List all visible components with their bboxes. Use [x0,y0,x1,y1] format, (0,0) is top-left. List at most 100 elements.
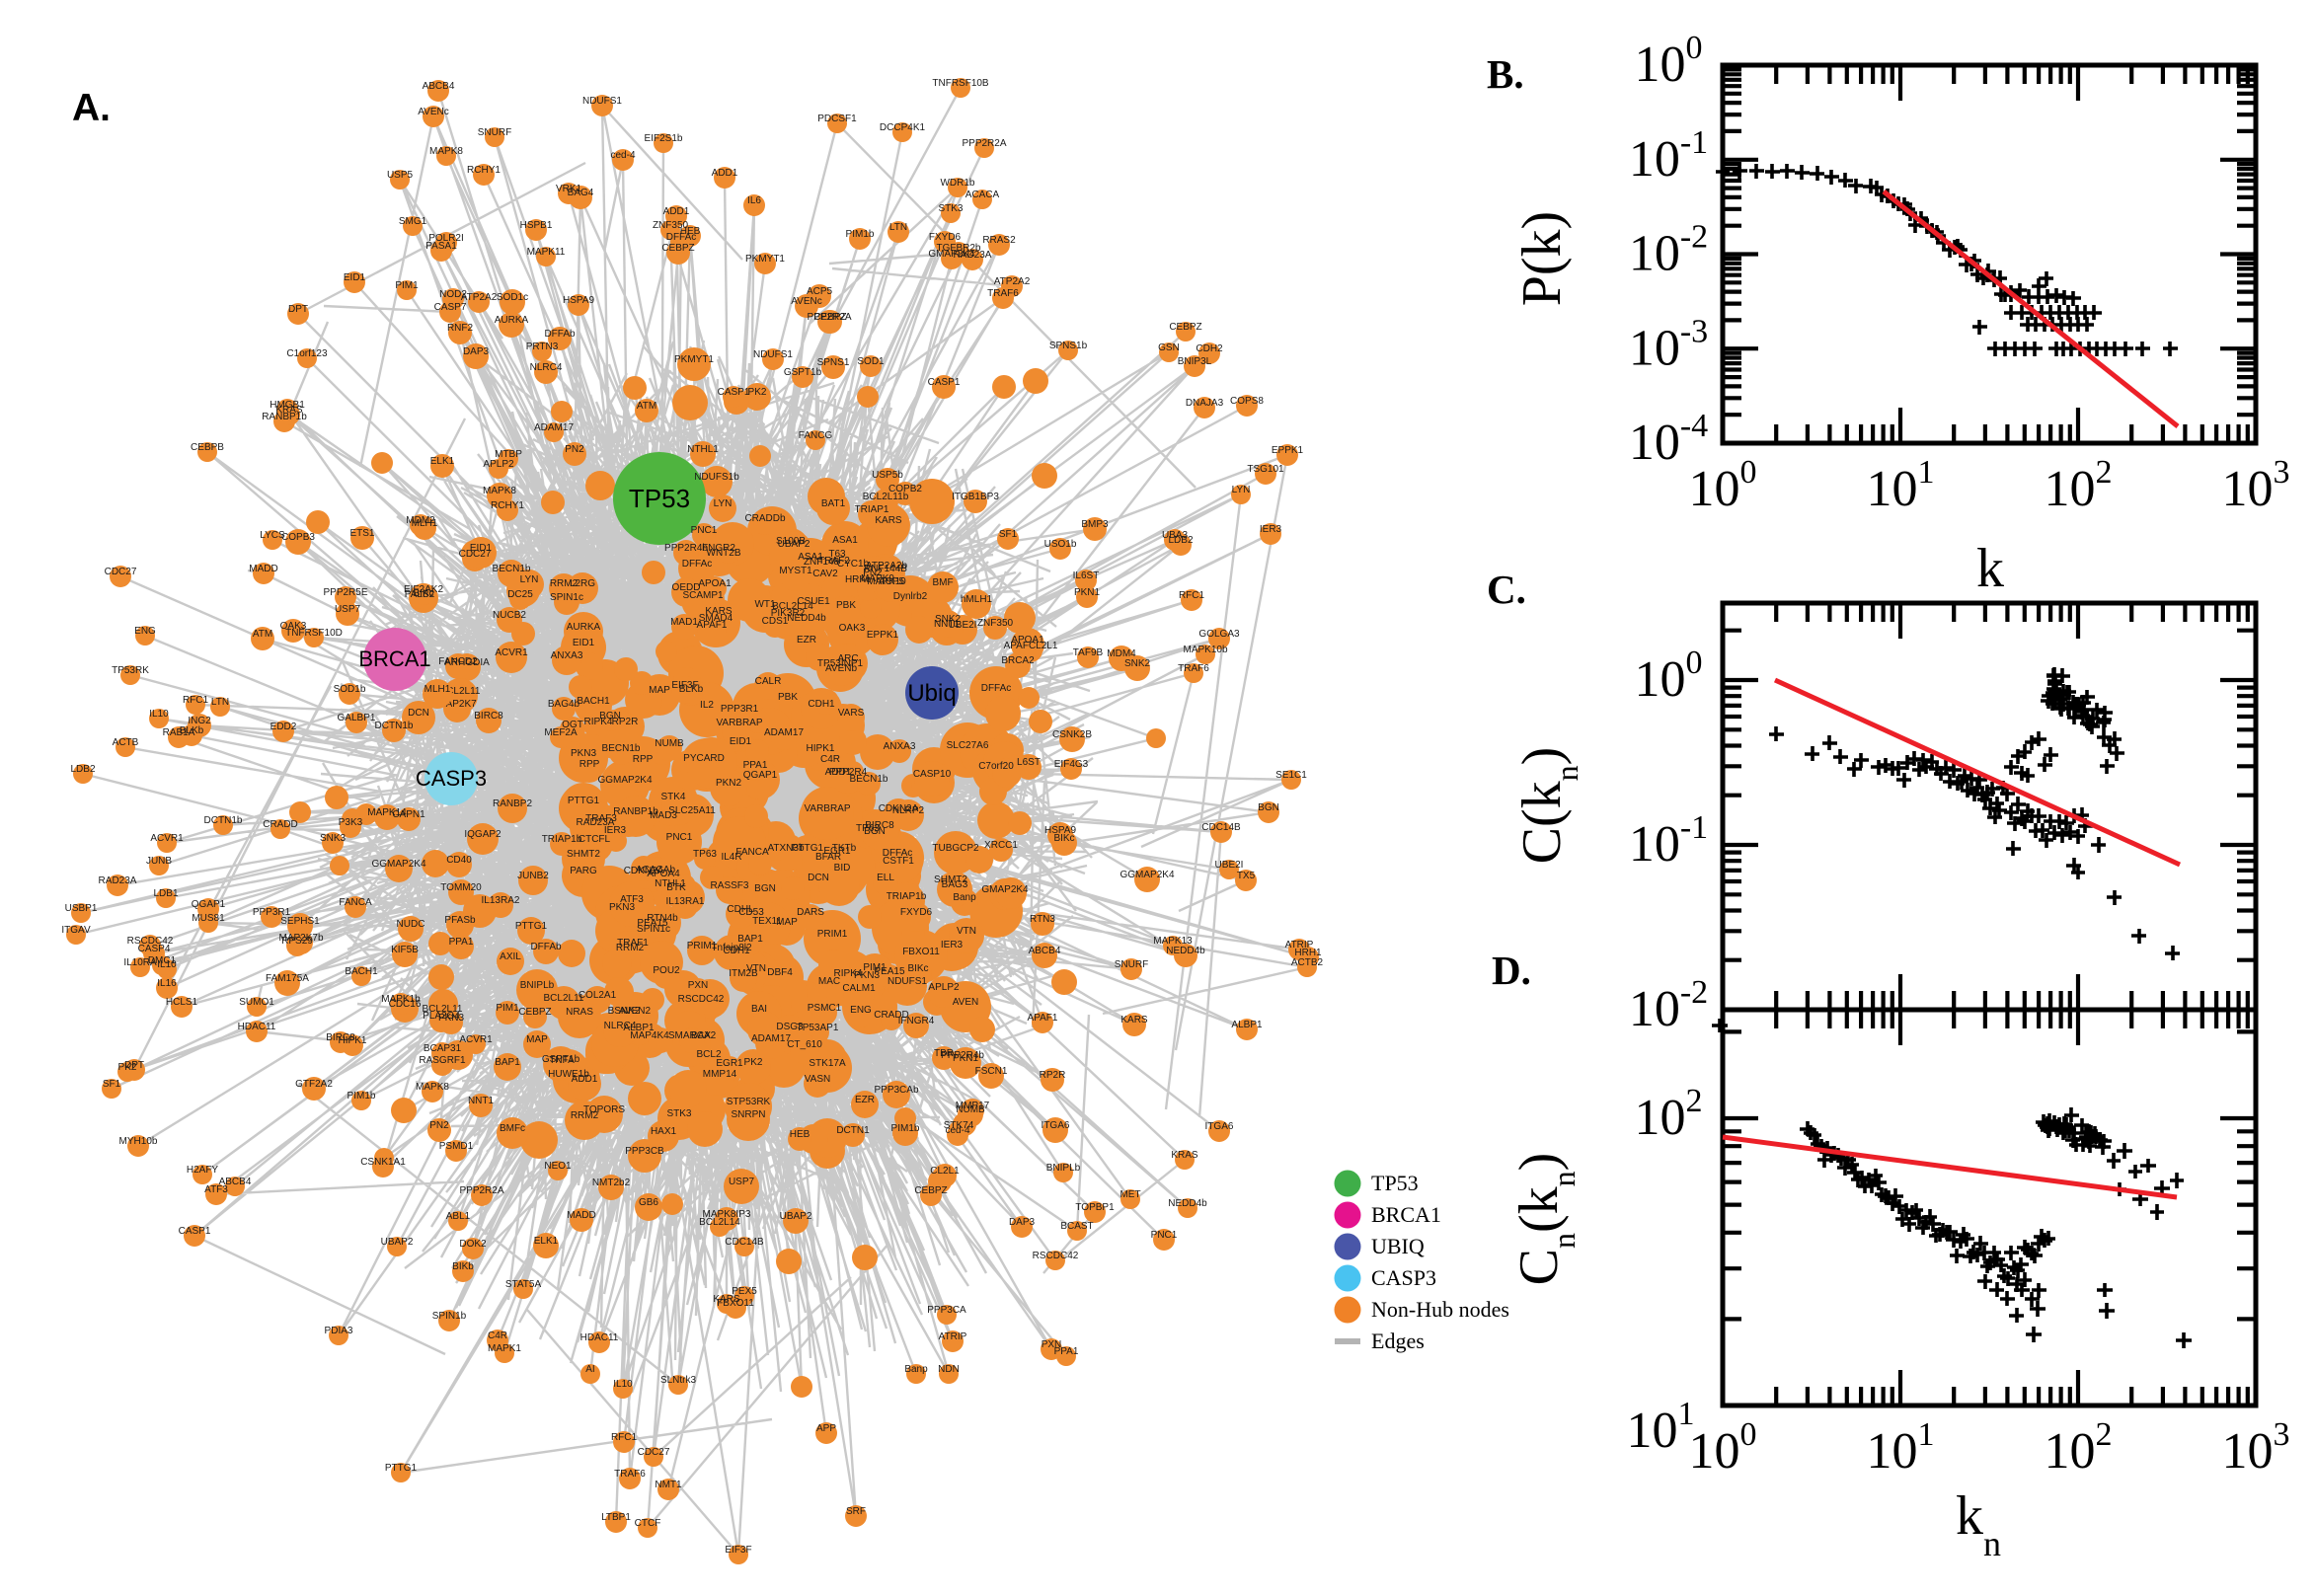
svg-text:MAPK8: MAPK8 [483,486,516,496]
svg-text:NDUFS1: NDUFS1 [888,976,927,987]
svg-text:KARS: KARS [705,606,733,617]
svg-text:FBXO11: FBXO11 [902,947,940,957]
svg-text:COPB3: COPB3 [281,532,315,543]
svg-text:DCTN1: DCTN1 [836,1125,870,1136]
svg-text:PRTN3: PRTN3 [526,342,559,352]
svg-text:BIKc: BIKc [413,588,433,599]
svg-text:C4R: C4R [820,754,840,765]
svg-text:ALBP1: ALBP1 [623,1023,655,1033]
svg-text:CDH1: CDH1 [723,946,750,956]
svg-text:RAD23A: RAD23A [954,250,992,261]
svg-text:HDAC11: HDAC11 [238,1022,276,1032]
svg-text:EIF4G3: EIF4G3 [1054,759,1089,770]
svg-text:IL10: IL10 [149,709,169,720]
svg-text:SF1: SF1 [103,1079,121,1090]
svg-text:BID: BID [834,863,851,874]
svg-text:ADAM17: ADAM17 [534,422,574,433]
svg-text:CTCFL: CTCFL [579,834,611,845]
svg-text:BAX: BAX [691,1030,711,1041]
svg-text:COL2A1: COL2A1 [579,990,617,1001]
svg-text:Ubiq: Ubiq [907,680,956,707]
svg-text:Banp: Banp [904,1364,928,1375]
svg-text:STK4: STK4 [660,792,685,802]
svg-text:MDM2: MDM2 [406,515,435,526]
svg-text:GGMAP2K4: GGMAP2K4 [597,775,652,786]
svg-text:PTTG1: PTTG1 [385,1463,418,1474]
svg-text:MADD: MADD [567,1210,595,1221]
svg-text:POU2: POU2 [653,965,680,976]
svg-text:Tnfaip8l2: Tnfaip8l2 [711,943,752,953]
svg-text:DFFAc: DFFAc [666,232,697,243]
svg-text:DSG3: DSG3 [776,1022,804,1032]
svg-text:MAPK8: MAPK8 [416,1082,449,1093]
svg-text:FNGR2: FNGR2 [702,543,735,554]
svg-text:AURKA: AURKA [567,622,601,633]
svg-text:LDB2: LDB2 [1168,535,1193,546]
svg-text:ELK1: ELK1 [534,1236,559,1247]
svg-text:SLC27A6: SLC27A6 [947,740,989,751]
svg-text:PNC1: PNC1 [691,525,718,536]
svg-text:B.: B. [1487,51,1524,97]
svg-text:IL13RA1: IL13RA1 [666,896,705,907]
svg-text:SOD1: SOD1 [857,356,885,367]
svg-text:LYN: LYN [714,498,733,509]
svg-text:PYCARD: PYCARD [683,753,725,764]
svg-text:TX5: TX5 [1237,871,1256,881]
svg-text:FXYD6: FXYD6 [900,907,933,918]
svg-text:RNF144B: RNF144B [864,564,907,574]
svg-text:RANBP1b: RANBP1b [613,806,658,817]
svg-text:DCTN1b: DCTN1b [375,721,414,731]
svg-text:TNFRSF10D: TNFRSF10D [285,628,343,639]
svg-text:COPS8: COPS8 [1230,396,1264,407]
svg-text:NLRC4: NLRC4 [530,362,563,373]
svg-text:SNRPN: SNRPN [731,1109,765,1120]
svg-text:ACTB: ACTB [113,737,139,748]
svg-text:KARS: KARS [875,515,902,526]
svg-text:NRAS: NRAS [566,1007,593,1018]
svg-text:BIRC8: BIRC8 [474,711,503,722]
svg-text:EID1: EID1 [344,272,366,283]
svg-text:NEDD4b: NEDD4b [1168,1198,1207,1209]
svg-text:T63: T63 [828,549,846,560]
svg-text:AURKA: AURKA [495,315,529,326]
svg-text:USBP1: USBP1 [65,903,98,914]
svg-text:OEDD: OEDD [672,582,701,593]
svg-text:BMP3: BMP3 [1081,519,1109,530]
svg-text:APP: APP [816,1423,836,1434]
svg-text:BIKb: BIKb [452,1261,474,1272]
svg-text:CL2L1: CL2L1 [930,1166,960,1177]
svg-text:SEPHS1: SEPHS1 [280,916,320,927]
svg-text:RIPK4: RIPK4 [584,717,613,727]
svg-text:PPP3CB: PPP3CB [625,1146,664,1157]
svg-text:NNT1: NNT1 [934,619,961,630]
svg-text:MAP2K7: MAP2K7 [437,699,477,710]
svg-text:ACP5: ACP5 [879,576,905,587]
svg-text:PPP2R4: PPP2R4 [829,767,868,778]
svg-text:APLP2: APLP2 [483,459,514,470]
svg-text:TRAF2: TRAF2 [818,556,850,567]
svg-text:IER3: IER3 [604,825,627,836]
svg-text:SLNtrk3: SLNtrk3 [660,1375,697,1386]
svg-text:BCAST: BCAST [1060,1221,1093,1232]
svg-text:ITGA6: ITGA6 [1205,1121,1234,1132]
svg-text:IL10: IL10 [613,1379,633,1390]
svg-text:ATP2A2: ATP2A2 [461,292,498,303]
svg-text:HDAC11: HDAC11 [580,1332,619,1343]
svg-text:TBR: TBR [934,1048,954,1059]
svg-text:MAP: MAP [776,917,798,928]
svg-text:SMG1: SMG1 [399,216,427,227]
svg-text:WNT2B: WNT2B [707,548,741,559]
svg-text:PARG: PARG [570,866,597,876]
svg-text:MAP2K7b: MAP2K7b [278,933,323,944]
svg-text:CT_610: CT_610 [787,1039,822,1050]
svg-text:MAP: MAP [526,1034,548,1045]
svg-text:RCHY1: RCHY1 [467,165,501,176]
svg-text:NDUFS1: NDUFS1 [582,96,622,107]
svg-text:EZR: EZR [855,1095,875,1105]
svg-text:ZNF148: ZNF148 [804,557,840,568]
svg-text:MAP: MAP [649,685,670,696]
svg-text:ITGAV: ITGAV [61,925,91,936]
svg-text:ENG: ENG [850,1005,872,1016]
svg-text:BACH1: BACH1 [345,966,378,977]
svg-text:102: 102 [1635,1083,1703,1146]
